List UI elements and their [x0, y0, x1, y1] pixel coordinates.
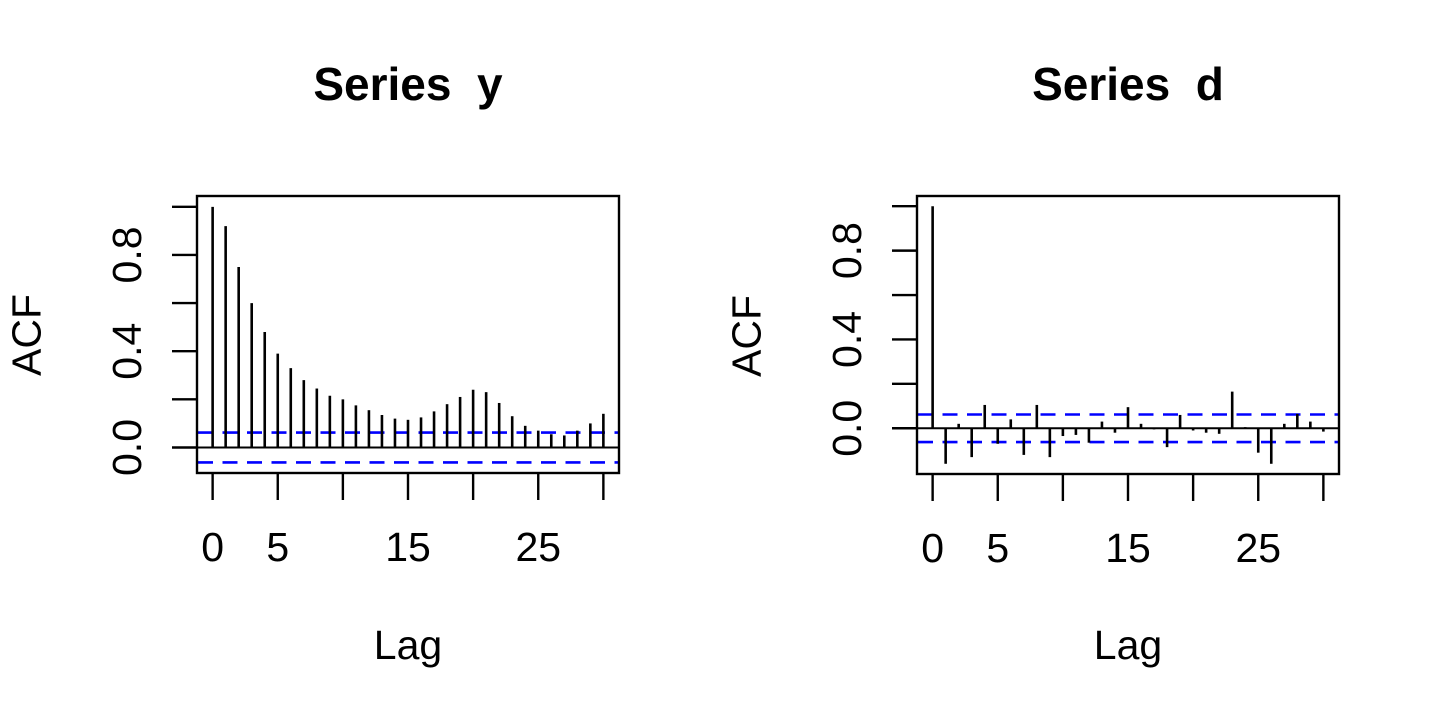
y-tick-label: 0.8	[104, 226, 150, 283]
x-tick-label: 25	[1235, 525, 1281, 571]
x-tick-label: 0	[201, 524, 224, 570]
acf-chart-1: 0 5 15 25 0.0 0.4 0.8	[824, 194, 1341, 571]
x-tick-label: 15	[385, 524, 431, 570]
y-axis-label-right: ACF	[723, 295, 770, 377]
y-tick-label: 0.0	[824, 400, 870, 457]
x-tick-label: 0	[921, 525, 944, 571]
y-axis-label-left: ACF	[3, 294, 50, 376]
plot-box	[915, 194, 1341, 476]
x-axis-label-right: Lag	[1093, 622, 1163, 668]
acf-chart-0: 0 5 15 25 0.0 0.4 0.8	[104, 194, 621, 570]
y-tick-label: 0.4	[824, 311, 870, 368]
y-tick-label: 0.0	[104, 419, 150, 476]
x-axis-label-left: Lag	[373, 622, 443, 668]
x-tick-label: 25	[515, 524, 561, 570]
y-tick-label: 0.8	[824, 222, 870, 279]
chart-title-series-d: Series d	[1032, 58, 1224, 110]
x-tick-label: 5	[266, 524, 289, 570]
x-tick-label: 15	[1105, 525, 1151, 571]
y-tick-label: 0.4	[104, 323, 150, 380]
chart-title-series-y: Series y	[313, 58, 503, 110]
x-tick-label: 5	[986, 525, 1009, 571]
